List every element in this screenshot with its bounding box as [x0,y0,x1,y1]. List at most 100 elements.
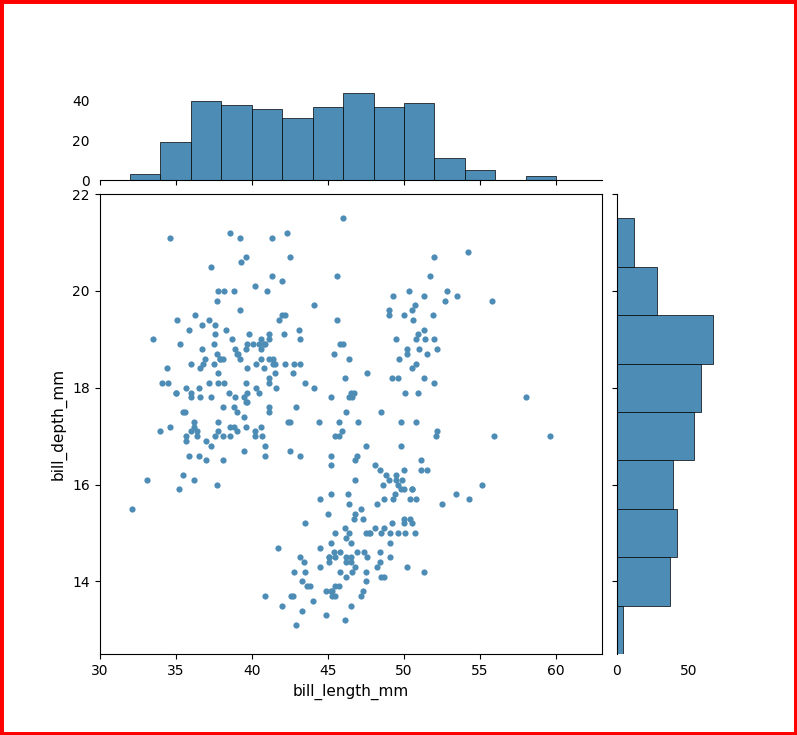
Point [174,338,186,350]
Point [343,527,355,539]
Point [254,353,267,365]
Point [229,392,241,404]
Point [269,368,281,379]
Bar [312,107,343,180]
Point [250,382,263,394]
Point [405,484,418,495]
Point [486,295,499,306]
Point [359,440,372,452]
Point [269,382,282,394]
Point [177,406,190,418]
Point [292,323,305,335]
Point [369,459,382,471]
Point [217,454,230,466]
Point [217,353,230,365]
Point [185,387,198,398]
Point [160,362,173,374]
Point [171,314,183,326]
Point [391,527,404,539]
Point [396,474,409,486]
Point [239,343,252,355]
Point [249,430,261,442]
Point [234,232,246,243]
Point [185,426,198,437]
Point [265,232,278,243]
Bar [222,104,252,180]
Point [336,338,349,350]
Point [326,590,339,602]
Point [421,348,434,359]
Point [436,498,449,510]
Point [209,329,222,340]
Point [344,556,357,568]
Point [358,547,371,559]
Point [140,474,153,486]
Point [227,285,240,297]
Point [238,411,250,423]
Point [328,547,340,559]
Point [405,304,418,316]
Point [340,556,352,568]
Point [428,334,441,345]
Point [238,392,250,404]
Point [217,401,230,413]
Point [299,377,312,389]
Point [282,416,295,428]
Point [296,576,308,587]
Point [219,323,232,335]
Point [410,416,422,428]
Bar [617,315,713,364]
Point [279,358,292,370]
Point [209,430,222,442]
Point [404,512,417,524]
Point [390,469,402,481]
Bar [130,174,160,180]
Point [259,440,272,452]
X-axis label: bill_length_mm: bill_length_mm [292,684,409,700]
Point [314,493,327,505]
Point [391,372,404,384]
Point [241,362,253,374]
Point [288,566,300,578]
Point [349,454,362,466]
Point [238,445,250,456]
Point [401,343,414,355]
Point [308,382,320,394]
Point [395,440,407,452]
Point [343,498,355,510]
Point [411,329,424,340]
Point [356,512,369,524]
Point [190,430,203,442]
Point [384,537,397,548]
Point [249,280,261,292]
Point [147,334,159,345]
Point [349,474,362,486]
Point [250,358,263,370]
Bar [191,101,222,180]
Point [320,585,332,597]
Point [256,430,269,442]
Point [254,343,267,355]
Point [155,377,168,389]
Point [209,319,222,331]
Point [411,387,424,398]
Point [179,406,191,418]
Point [398,309,410,321]
Point [430,430,442,442]
Point [314,542,327,553]
Point [336,212,349,224]
Point [399,527,412,539]
Point [214,353,226,365]
Point [461,246,474,258]
Point [343,353,355,365]
Point [253,387,265,398]
Point [324,459,337,471]
Point [341,489,354,501]
Point [180,430,193,442]
Point [227,401,240,413]
Point [253,338,265,350]
Point [257,362,270,374]
Point [401,348,414,359]
Point [284,445,296,456]
Point [241,387,253,398]
